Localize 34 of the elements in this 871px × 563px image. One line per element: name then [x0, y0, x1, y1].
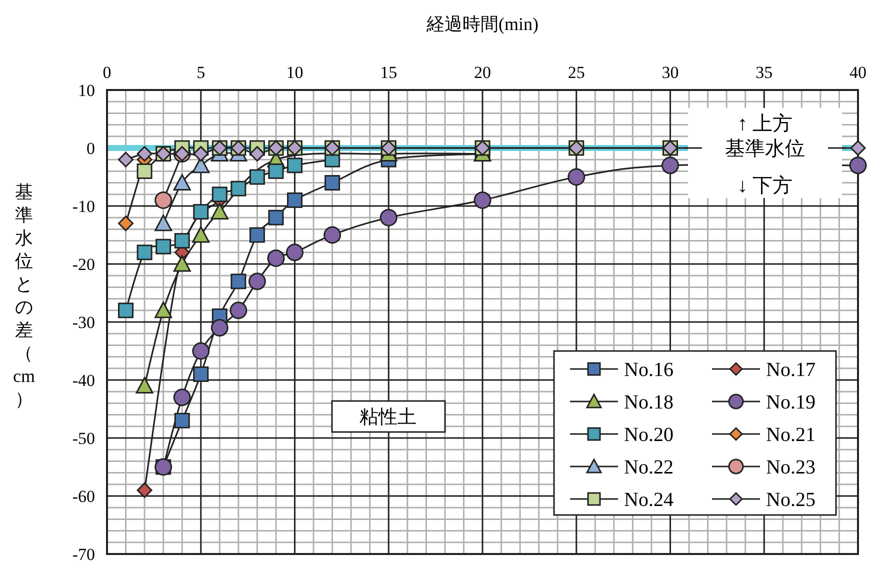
y-tick-label: -20 — [72, 255, 95, 274]
y-tick-label: -30 — [72, 313, 95, 332]
x-tick-label: 35 — [756, 63, 773, 82]
legend-label: No.18 — [624, 392, 674, 414]
x-tick-label: 10 — [286, 63, 304, 82]
legend-label: No.20 — [624, 424, 674, 446]
y-tick-label: -70 — [72, 545, 95, 563]
legend-label: No.22 — [624, 456, 674, 478]
annotation: ↑ 上方 — [738, 112, 792, 135]
annotation: 粘性土 — [360, 407, 416, 428]
legend-label: No.25 — [766, 489, 816, 511]
x-tick-label: 15 — [380, 63, 398, 82]
x-tick-label: 5 — [196, 63, 206, 82]
legend-label: No.16 — [624, 359, 674, 381]
x-tick-label: 40 — [850, 63, 866, 82]
annotation: ↓ 下方 — [738, 174, 792, 197]
x-tick-label: 0 — [102, 63, 112, 82]
y-tick-label: -10 — [72, 197, 95, 216]
y-axis-title: 基準水位との差（cm） — [13, 182, 35, 409]
y-tick-label: -50 — [72, 429, 95, 448]
legend-label: No.24 — [624, 489, 674, 511]
legend-label: No.17 — [766, 359, 816, 381]
y-tick-label: -60 — [72, 487, 95, 506]
ref-line-label: 基準水位 — [725, 138, 805, 160]
legend-label: No.21 — [766, 424, 816, 446]
x-tick-label: 25 — [568, 63, 585, 82]
y-tick-label: 0 — [86, 139, 95, 158]
x-tick-label: 20 — [474, 63, 491, 82]
x-axis-title: 経過時間(min) — [426, 14, 538, 34]
legend-label: No.23 — [766, 456, 816, 478]
y-tick-label: 10 — [78, 81, 95, 100]
legend-label: No.19 — [766, 392, 816, 414]
x-tick-label: 30 — [662, 63, 679, 82]
y-tick-label: -40 — [72, 371, 95, 390]
